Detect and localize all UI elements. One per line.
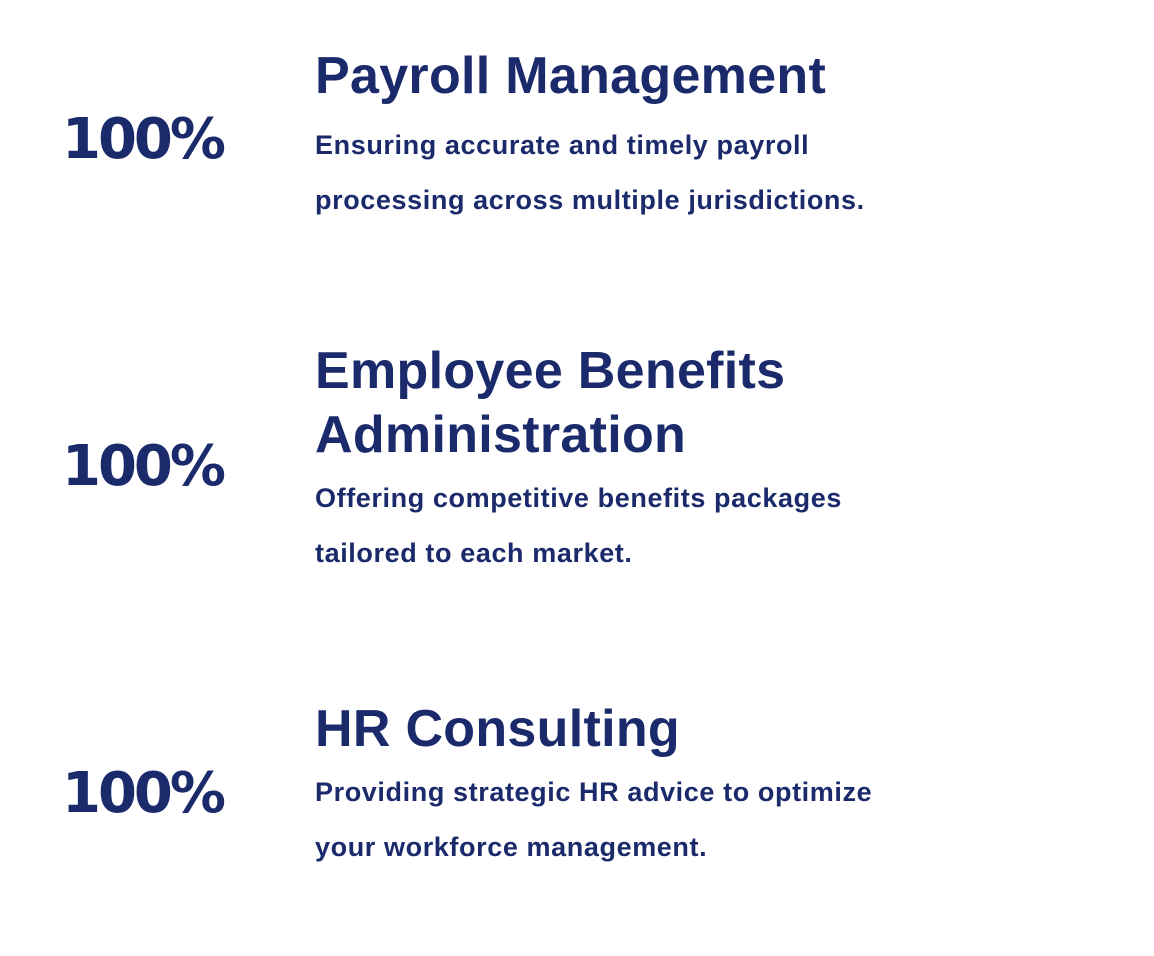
stat-title: Payroll Management xyxy=(315,47,827,105)
stat-title: Employee Benefits Administration xyxy=(315,339,935,467)
stat-text-block: HR Consulting Providing strategic HR adv… xyxy=(315,697,935,875)
stat-description: Providing strategic HR advice to optimiz… xyxy=(315,765,915,875)
stat-description-line: Offering competitive benefits packages xyxy=(315,483,842,513)
stat-description: Ensuring accurate and timely payroll pro… xyxy=(315,118,915,228)
stat-percentage: 100% xyxy=(62,761,226,826)
stat-description-line: tailored to each market. xyxy=(315,538,633,568)
stat-title-line: Employee Benefits xyxy=(315,342,786,400)
stat-description-line: Ensuring accurate and timely payroll xyxy=(315,130,810,160)
stat-description-line: Providing strategic HR advice to optimiz… xyxy=(315,777,873,807)
stat-text-block: Payroll Management Ensuring accurate and… xyxy=(315,44,935,228)
stat-percentage: 100% xyxy=(62,107,226,172)
stat-text-block: Employee Benefits Administration Offerin… xyxy=(315,339,935,581)
stat-title-line: Administration xyxy=(315,406,687,464)
stat-description: Offering competitive benefits packages t… xyxy=(315,471,915,581)
stat-title: HR Consulting xyxy=(315,700,680,758)
stat-description-line: your workforce management. xyxy=(315,832,708,862)
stat-percentage: 100% xyxy=(62,434,226,499)
stat-description-line: processing across multiple jurisdictions… xyxy=(315,185,865,215)
